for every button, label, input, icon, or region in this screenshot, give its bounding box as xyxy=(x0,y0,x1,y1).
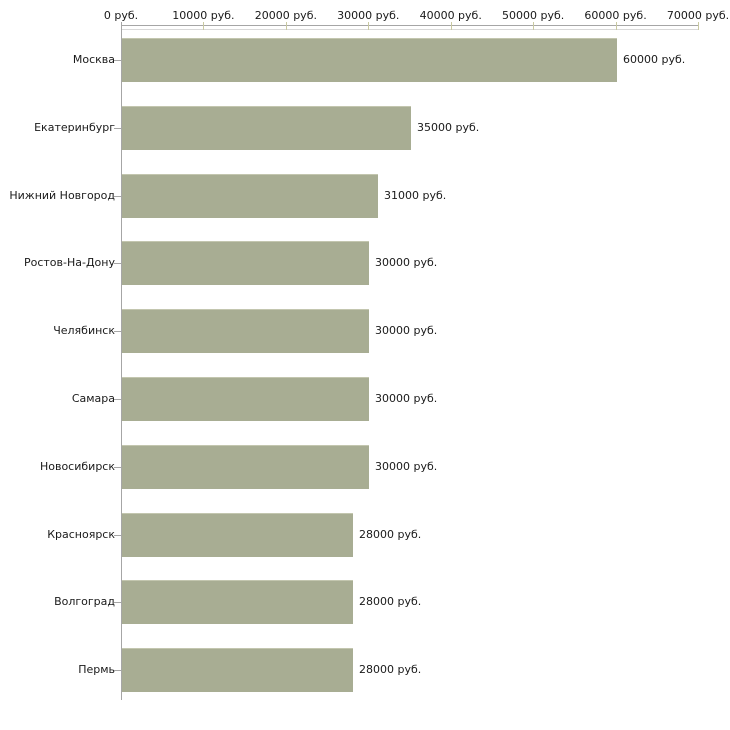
bar xyxy=(122,309,369,353)
y-tick-mark xyxy=(114,60,121,61)
y-tick-mark xyxy=(114,128,121,129)
value-label: 35000 руб. xyxy=(417,121,480,134)
x-tick-mark xyxy=(615,22,617,30)
value-label: 30000 руб. xyxy=(375,460,438,473)
y-tick-mark xyxy=(114,467,121,468)
category-label: Ростов-На-Дону xyxy=(23,256,115,269)
bar xyxy=(122,648,353,692)
y-tick-mark xyxy=(114,331,121,332)
value-label: 31000 руб. xyxy=(384,189,447,202)
value-label: 30000 руб. xyxy=(375,256,438,269)
value-label: 30000 руб. xyxy=(375,392,438,405)
bar xyxy=(122,513,353,557)
bar xyxy=(122,377,369,421)
x-tick-mark xyxy=(698,22,699,30)
x-tick-mark xyxy=(368,22,370,30)
category-label: Екатеринбург xyxy=(34,121,115,134)
y-tick-mark xyxy=(114,263,121,264)
y-tick-mark xyxy=(114,670,121,671)
x-tick-label: 30000 руб. xyxy=(337,9,400,22)
y-axis-line xyxy=(121,22,122,700)
bar xyxy=(122,445,369,489)
bar xyxy=(122,38,617,82)
y-tick-mark xyxy=(114,196,121,197)
value-label: 28000 руб. xyxy=(359,595,422,608)
x-tick-label: 10000 руб. xyxy=(172,9,235,22)
value-label: 28000 руб. xyxy=(359,528,422,541)
y-tick-mark xyxy=(114,535,121,536)
category-label: Пермь xyxy=(78,663,115,676)
x-tick-mark xyxy=(285,22,287,30)
category-label: Волгоград xyxy=(54,595,115,608)
x-tick-label: 60000 руб. xyxy=(584,9,647,22)
x-tick-label: 70000 руб. xyxy=(666,9,730,22)
x-tick-label: 40000 руб. xyxy=(419,9,482,22)
x-tick-label: 0 руб. xyxy=(103,9,139,22)
category-label: Москва xyxy=(72,53,115,66)
category-label: Нижний Новгород xyxy=(9,189,115,202)
value-label: 30000 руб. xyxy=(375,324,438,337)
x-tick-label: 20000 руб. xyxy=(254,9,317,22)
x-axis-line xyxy=(121,25,699,30)
category-label: Челябинск xyxy=(53,324,115,337)
bar xyxy=(122,241,369,285)
category-label: Новосибирск xyxy=(39,460,115,473)
y-tick-mark xyxy=(114,602,121,603)
bar xyxy=(122,174,378,218)
y-tick-mark xyxy=(114,399,121,400)
bar xyxy=(122,106,411,150)
value-label: 60000 руб. xyxy=(623,53,686,66)
category-label: Самара xyxy=(71,392,115,405)
x-tick-mark xyxy=(203,22,205,30)
x-tick-mark xyxy=(450,22,452,30)
bar xyxy=(122,580,353,624)
x-tick-label: 50000 руб. xyxy=(502,9,565,22)
x-tick-mark xyxy=(533,22,535,30)
value-label: 28000 руб. xyxy=(359,663,422,676)
category-label: Красноярск xyxy=(47,528,115,541)
